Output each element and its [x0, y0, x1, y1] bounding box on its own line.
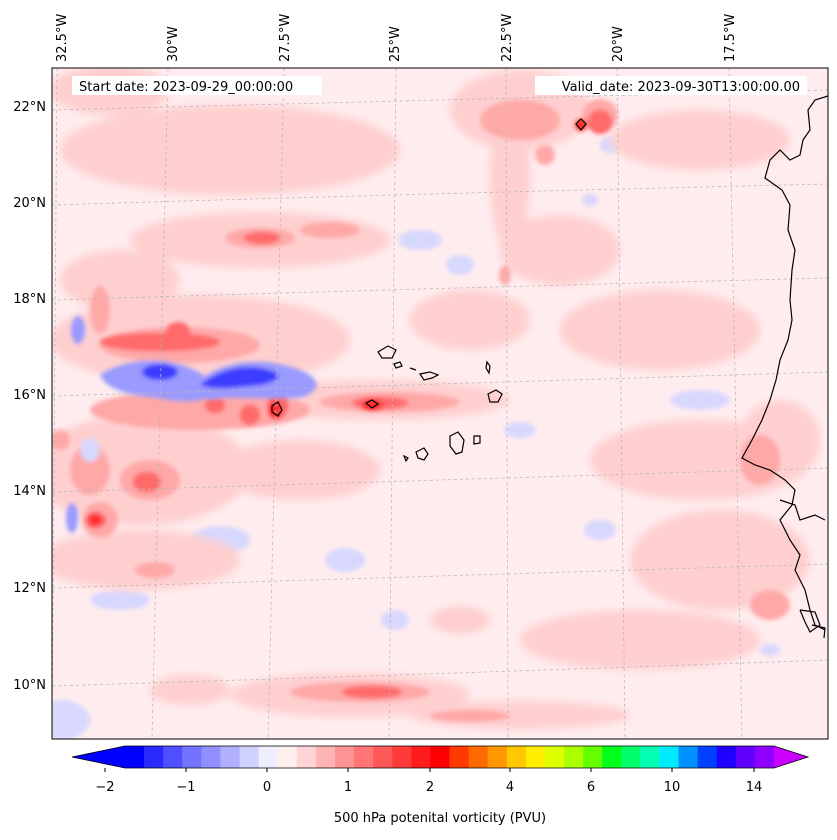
colorbar-cell — [544, 746, 565, 768]
colorbar-cell — [735, 746, 756, 768]
cb-tick-10: 10 — [664, 780, 681, 795]
colorbar-cell — [583, 746, 603, 768]
cb-tick-6: 6 — [587, 780, 595, 795]
colorbar-cell — [277, 746, 298, 768]
lon-label-20w: 20°W — [611, 26, 626, 62]
colorbar-cell — [525, 746, 546, 768]
colorbar-cell — [220, 746, 240, 768]
lat-label-22n: 22°N — [13, 100, 46, 115]
start-date-label: Start date: 2023-09-29_00:00:00 — [79, 80, 293, 95]
coastlines — [271, 95, 828, 639]
cb-tick-4: 4 — [506, 780, 514, 795]
africa-coastline — [741, 95, 828, 631]
cb-tick-neg2: −2 — [95, 780, 114, 795]
island-santiago — [449, 431, 465, 455]
colorbar-cell — [678, 746, 699, 768]
island-brava — [402, 454, 409, 463]
start-date-box — [72, 76, 322, 95]
map-panel: Start date: 2023-09-29_00:00:00 Valid_da… — [52, 68, 828, 739]
pv-contour-north — [575, 118, 587, 131]
island-fogo — [415, 447, 429, 461]
guinea-coast — [799, 609, 821, 633]
colorbar-cell — [182, 746, 202, 768]
cb-tick-0: 0 — [263, 780, 271, 795]
colorbar-cell — [602, 746, 622, 768]
lat-label-20n: 20°N — [13, 196, 46, 211]
valid-date-label: Valid_date: 2023-09-30T13:00:00.00 — [562, 80, 800, 95]
colorbar-cell — [144, 746, 164, 768]
colorbar: −2 −1 0 1 2 4 6 10 14 500 hPa potenital … — [71, 745, 810, 826]
colorbar-cell — [163, 746, 183, 768]
colorbar-cell — [754, 746, 775, 768]
colorbar-tick-labels: −2 −1 0 1 2 4 6 10 14 — [95, 780, 762, 795]
lon-label-25w: 25°W — [388, 26, 403, 62]
longitude-labels: 32.5°W 30°W 27.5°W 25°W 22.5°W 20°W 17.5… — [55, 14, 738, 62]
pv-contour-center — [364, 399, 380, 409]
colorbar-cell — [354, 746, 374, 768]
lat-label-12n: 12°N — [13, 581, 46, 596]
lon-label-30w: 30°W — [166, 26, 181, 62]
colorbar-cell — [296, 746, 317, 768]
colorbar-cell — [468, 746, 489, 768]
colorbar-cell — [506, 746, 527, 768]
colorbar-cell — [315, 746, 336, 768]
lon-label-17.5w: 17.5°W — [723, 14, 738, 62]
colorbar-cell — [392, 746, 412, 768]
colorbar-cell — [258, 746, 279, 768]
map-frame — [51, 67, 829, 740]
colorbar-cells — [125, 746, 775, 768]
colorbar-outline — [71, 745, 810, 769]
sierra-leone-coast — [811, 624, 826, 639]
lat-label-14n: 14°N — [13, 484, 46, 499]
colorbar-cell — [449, 746, 469, 768]
latitude-labels: 22°N 20°N 18°N 16°N 14°N 12°N 10°N — [13, 100, 46, 693]
colorbar-cell — [621, 746, 641, 768]
island-maio — [473, 435, 481, 445]
island-santo-antao — [377, 345, 397, 359]
island-sao-nicolau — [419, 371, 440, 381]
colorbar-cell — [201, 746, 221, 768]
island-sal — [485, 360, 491, 375]
colorbar-cell — [697, 746, 718, 768]
colorbar-ticks — [104, 768, 755, 772]
cb-tick-2: 2 — [426, 780, 434, 795]
colorbar-under-arrow — [72, 746, 125, 768]
colorbar-cell — [716, 746, 737, 768]
pv-light-blue-patches — [52, 137, 780, 739]
island-sao-vicente — [393, 361, 403, 369]
colorbar-cell — [334, 746, 355, 768]
colorbar-cell — [487, 746, 508, 768]
colorbar-cell — [373, 746, 393, 768]
colorbar-cell — [640, 746, 660, 768]
colorbar-cell — [430, 746, 450, 768]
cb-tick-neg1: −1 — [176, 780, 195, 795]
cb-tick-1: 1 — [344, 780, 352, 795]
colorbar-cell — [125, 746, 145, 768]
map-gridlines — [52, 68, 828, 739]
colorbar-cell — [659, 746, 679, 768]
lat-label-18n: 18°N — [13, 292, 46, 307]
colorbar-cell — [411, 746, 431, 768]
valid-date-box — [535, 76, 807, 95]
island-boa-vista — [487, 389, 503, 403]
pv-contour-west — [271, 401, 283, 417]
island-santa-luzia — [409, 367, 417, 371]
lat-label-16n: 16°N — [13, 388, 46, 403]
lon-label-27.5w: 27.5°W — [278, 14, 293, 62]
lon-label-32.5w: 32.5°W — [55, 14, 70, 62]
colorbar-cell — [239, 746, 260, 768]
cb-tick-14: 14 — [746, 780, 763, 795]
colorbar-over-arrow — [774, 746, 808, 768]
colorbar-cell — [564, 746, 584, 768]
lat-label-10n: 10°N — [13, 678, 46, 693]
senegal-gambia-coast — [779, 499, 826, 521]
lon-label-22.5w: 22.5°W — [500, 14, 515, 62]
colorbar-label: 500 hPa potenital vorticity (PVU) — [334, 811, 546, 826]
